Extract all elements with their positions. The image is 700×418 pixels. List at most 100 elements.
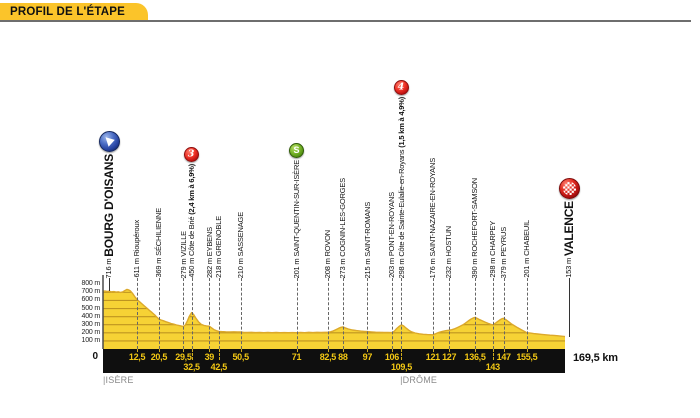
leader-line bbox=[503, 278, 505, 349]
km-label: 71 bbox=[291, 352, 302, 362]
y-axis-label: 400 m bbox=[81, 312, 101, 320]
waypoint-saint-quentin-sur-is-re: S 201 m SAINT-QUENTIN-SUR-ISÈRE bbox=[282, 40, 312, 278]
y-axis-label: 800 m bbox=[81, 280, 101, 288]
total-distance-label: 169,5 km bbox=[573, 352, 618, 364]
bar-tick bbox=[191, 349, 193, 360]
waypoint-chabeuil: 201 m CHABEUIL bbox=[512, 40, 542, 278]
bar-tick bbox=[296, 349, 298, 352]
leader-line bbox=[526, 278, 528, 349]
km-label: 12,5 bbox=[128, 352, 146, 362]
bar-tick bbox=[218, 349, 220, 360]
bar-tick bbox=[432, 349, 434, 352]
waypoint-label: 201 m SAINT-QUENTIN-SUR-ISÈRE bbox=[291, 159, 301, 278]
stage-city-name: VALENCE bbox=[562, 201, 576, 257]
y-axis-label: 700 m bbox=[81, 288, 101, 296]
leader-line bbox=[475, 278, 477, 349]
km-zero-label: 0 bbox=[92, 351, 98, 362]
km-label: 39 bbox=[204, 352, 215, 362]
km-label: 42,5 bbox=[210, 362, 228, 372]
waypoint-label: 379 m PEYRUS bbox=[498, 226, 508, 278]
km-label: 97 bbox=[362, 352, 373, 362]
leader-line bbox=[492, 278, 494, 349]
bar-tick bbox=[137, 349, 139, 352]
category-number: 3 bbox=[187, 148, 195, 160]
y-axis-label: 600 m bbox=[81, 296, 101, 304]
elevation-gridlines bbox=[103, 291, 565, 342]
bar-tick bbox=[327, 349, 329, 352]
leader-line bbox=[391, 278, 393, 349]
stage-finish-badge-icon bbox=[558, 178, 580, 200]
leader-line bbox=[342, 278, 344, 349]
leader-line bbox=[401, 278, 403, 349]
waypoint-valence: 153 m VALENCE bbox=[554, 40, 584, 278]
waypoint-c-te-de-bri-: 3 450 m Côte de Brié (2,4 km à 6,9%) bbox=[177, 40, 207, 278]
km-label: 155,5 bbox=[516, 352, 538, 362]
km-label: 127 bbox=[442, 352, 457, 362]
bar-tick bbox=[158, 349, 160, 352]
leader-line bbox=[218, 278, 220, 349]
leader-line bbox=[367, 278, 369, 349]
leader-line bbox=[183, 278, 185, 349]
waypoint-label: 273 m COGNIN-LES-GORGES bbox=[338, 177, 348, 278]
leader-line bbox=[109, 278, 110, 292]
km-label: 106 bbox=[384, 352, 399, 362]
bar-tick bbox=[492, 349, 494, 360]
bar-tick bbox=[526, 349, 528, 352]
km-label: 29,5 bbox=[175, 352, 192, 362]
leader-line bbox=[137, 278, 139, 349]
km-label: 147 bbox=[496, 352, 511, 362]
y-axis-label: 100 m bbox=[81, 336, 101, 344]
page-header-banner: PROFIL DE L'ÉTAPE bbox=[0, 3, 148, 21]
waypoint-label: 232 m HOSTUN bbox=[444, 225, 454, 278]
leader-line bbox=[569, 278, 570, 337]
km-label: 50,5 bbox=[232, 352, 249, 362]
leader-line bbox=[209, 278, 211, 349]
category-number: 4 bbox=[397, 81, 405, 93]
waypoint-bourg-d-oisans: 716 m BOURG D'OISANS bbox=[94, 40, 124, 278]
bar-tick bbox=[342, 349, 344, 352]
page-title: PROFIL DE L'ÉTAPE bbox=[10, 6, 125, 18]
leader-line bbox=[327, 278, 329, 349]
km-label: 136,5 bbox=[464, 352, 486, 362]
bar-tick bbox=[503, 349, 505, 352]
y-axis-label: 200 m bbox=[81, 328, 101, 336]
y-axis-label: 500 m bbox=[81, 304, 101, 312]
km-label: 32,5 bbox=[183, 362, 200, 372]
waypoint-label: 201 m CHABEUIL bbox=[522, 220, 532, 278]
km-label: 121 bbox=[425, 352, 440, 362]
waypoint-label: 298 m Côte de Sainte-Eulalie-en-Royans (… bbox=[396, 96, 406, 278]
category-4-climb-badge-icon: 4 bbox=[393, 79, 409, 95]
leader-line bbox=[449, 278, 451, 349]
stage-start-badge-icon bbox=[98, 130, 120, 152]
header-divider bbox=[0, 20, 691, 22]
bar-tick bbox=[183, 349, 185, 352]
category-3-climb-badge-icon: 3 bbox=[184, 147, 200, 163]
km-label: 109,5 bbox=[390, 362, 412, 372]
bar-tick bbox=[209, 349, 211, 352]
waypoint-c-te-de-sainte-eulalie-en-royans: 4 298 m Côte de Sainte-Eulalie-en-Royans … bbox=[386, 40, 416, 278]
waypoint-label: 369 m SÉCHILIENNE bbox=[154, 208, 164, 278]
km-label: 82,5 bbox=[319, 352, 337, 362]
km-label: 88 bbox=[338, 352, 348, 362]
elevation-area bbox=[103, 289, 565, 349]
km-label: 143 bbox=[485, 362, 500, 372]
bar-tick bbox=[240, 349, 242, 352]
waypoint-label: 611 m Rioupéroux bbox=[132, 220, 142, 278]
department-label: |DRÔME bbox=[400, 375, 438, 385]
waypoint-label: 716 m BOURG D'OISANS bbox=[102, 153, 116, 278]
department-label: |ISÈRE bbox=[103, 375, 134, 385]
bar-tick bbox=[449, 349, 451, 352]
leader-line bbox=[158, 278, 160, 349]
y-axis-label: 300 m bbox=[81, 320, 101, 328]
climb-stats: (1,5 km à 4,9%) bbox=[396, 96, 406, 148]
bar-tick bbox=[391, 349, 393, 352]
km-label: 20,5 bbox=[150, 352, 168, 362]
waypoint-label: 210 m SASSENAGE bbox=[235, 211, 245, 278]
leader-line bbox=[191, 278, 193, 349]
waypoint-label: 153 m VALENCE bbox=[562, 201, 576, 278]
sprint-letter: S bbox=[293, 145, 300, 156]
waypoint-label: 215 m SAINT-ROMANS bbox=[362, 201, 372, 278]
bar-tick bbox=[401, 349, 403, 360]
bar-tick bbox=[367, 349, 369, 352]
leader-line bbox=[296, 278, 298, 349]
